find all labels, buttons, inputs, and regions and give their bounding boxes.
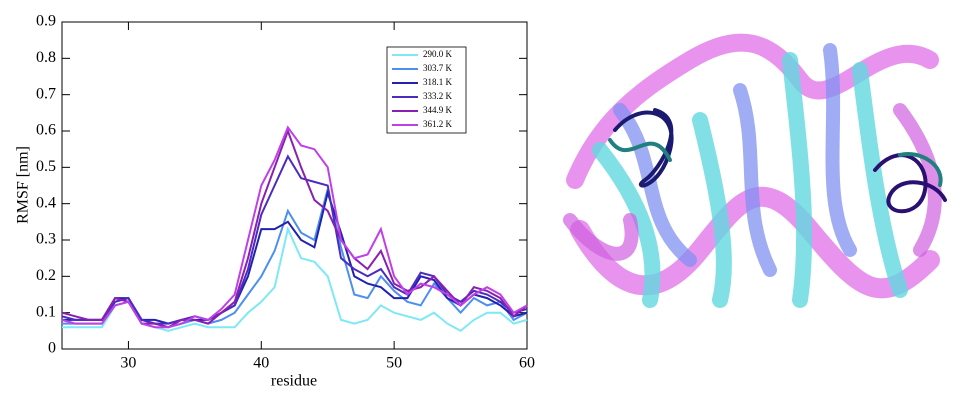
x-tick-label: 40	[253, 355, 269, 372]
legend-box	[386, 46, 467, 134]
loop	[873, 153, 947, 214]
ribbon	[592, 52, 908, 308]
y-tick-label: 0.5	[36, 158, 56, 175]
line	[62, 225, 528, 332]
y-tick-label: 0.1	[36, 303, 56, 320]
protein-structure	[563, 33, 947, 308]
x-tick-label: 60	[519, 355, 535, 372]
x-tick-label: 30	[120, 355, 136, 372]
y-tick-label: 0	[48, 340, 56, 357]
legend: 290.0 K 303.7 K 318.1 K 333.2 K 344.9 K 361.2…	[386, 46, 467, 134]
legend-label: 361.2 K	[423, 119, 453, 129]
y-tick-label: 0.4	[36, 194, 56, 211]
plot-frame	[61, 21, 528, 350]
legend-label: 303.7 K	[423, 63, 453, 73]
legend-label: 344.9 K	[423, 105, 453, 115]
ribbon	[563, 103, 942, 261]
x-tick-label: 50	[386, 355, 402, 372]
ribbon	[613, 43, 857, 277]
legend-label: 290.0 K	[423, 49, 453, 59]
y-tick-label: 0.6	[36, 122, 56, 139]
loop	[608, 138, 672, 162]
loop	[898, 152, 943, 187]
y-tick-label: 0.3	[36, 231, 56, 248]
legend-label: 333.2 K	[423, 91, 453, 101]
loop	[613, 108, 674, 188]
line	[61, 128, 528, 329]
x-axis-label: residue	[271, 373, 317, 390]
y-tick-label: 0.8	[36, 49, 56, 66]
legend-label: 318.1 K	[423, 77, 453, 87]
y-tick-label: 0.9	[36, 13, 56, 30]
line	[61, 154, 528, 325]
y-tick-label: 0.2	[36, 267, 56, 284]
line	[61, 125, 528, 329]
y-axis-label: RMSF [nm]	[15, 146, 32, 224]
y-tick-label: 0.7	[36, 85, 56, 102]
